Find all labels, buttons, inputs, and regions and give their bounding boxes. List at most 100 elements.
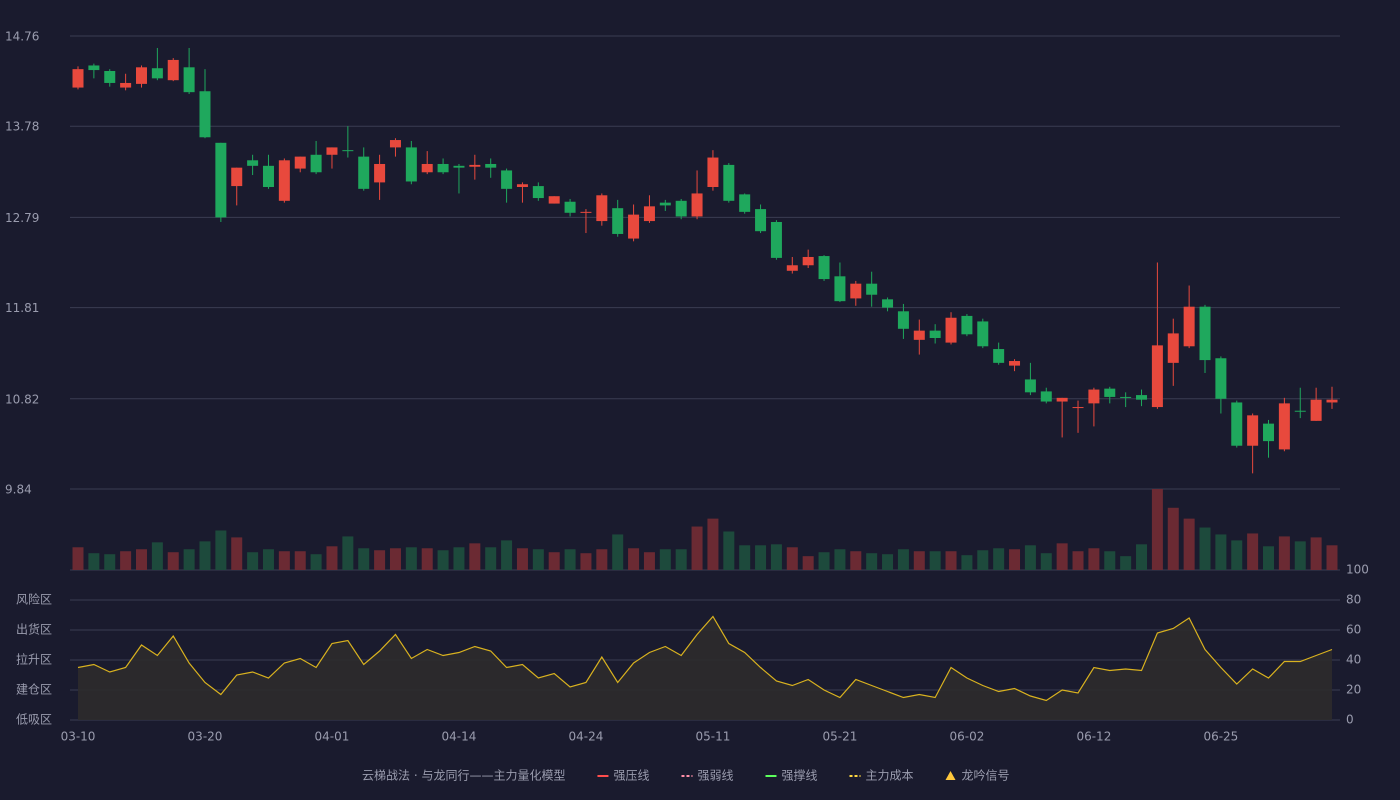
candle-body — [1263, 423, 1275, 442]
volume-bar — [1183, 518, 1195, 570]
volume-bar — [310, 554, 322, 570]
candle-body — [786, 265, 798, 271]
volume-bar — [612, 534, 624, 570]
candle-body — [1310, 399, 1322, 421]
volume-bar — [453, 547, 465, 570]
legend-label: 强压线 — [613, 769, 649, 783]
volume-bar — [516, 548, 528, 570]
candle-body — [1183, 306, 1195, 347]
candle-body — [1072, 407, 1084, 409]
volume-bar — [977, 550, 989, 570]
candle-body — [659, 202, 671, 206]
volume-bar — [548, 552, 560, 570]
candle-body — [374, 163, 386, 183]
volume-bar — [659, 549, 671, 570]
volume-bar — [342, 536, 354, 570]
volume-bar — [1231, 540, 1243, 570]
candle-body — [215, 142, 227, 218]
volume-bar — [326, 546, 338, 570]
volume-bar — [247, 552, 259, 570]
candle-body — [802, 256, 814, 266]
candle-body — [770, 221, 782, 258]
x-tick-label: 06-25 — [1203, 730, 1238, 744]
candle-body — [469, 164, 481, 167]
candle-body — [1136, 395, 1148, 400]
zone-label: 风险区 — [16, 592, 52, 607]
candle-body — [1199, 306, 1211, 361]
volume-bar — [389, 548, 401, 570]
candle-body — [421, 163, 433, 173]
candle-body — [342, 150, 354, 152]
volume-bar — [72, 547, 84, 570]
volume-bar — [1151, 489, 1163, 570]
y2-tick-label: 60 — [1346, 623, 1361, 637]
volume-bar — [675, 549, 687, 570]
x-tick-label: 04-01 — [315, 730, 350, 744]
candle-body — [310, 154, 322, 173]
y2-tick-label: 80 — [1346, 593, 1361, 607]
x-tick-label: 04-14 — [442, 730, 477, 744]
candle-body — [294, 156, 306, 169]
candle-body — [961, 315, 973, 335]
candle-body — [739, 194, 751, 212]
candle-body — [1024, 379, 1036, 393]
candle-body — [1120, 396, 1132, 398]
volume-bar — [1136, 544, 1148, 570]
volume-bar — [1215, 534, 1227, 570]
candle-body — [405, 147, 417, 182]
volume-bar — [961, 555, 973, 570]
volume-bar — [1120, 556, 1132, 570]
volume-bar — [104, 554, 116, 570]
candle-body — [612, 208, 624, 234]
volume-bar — [564, 549, 576, 570]
candle-body — [643, 206, 655, 222]
candle-body — [1167, 333, 1179, 363]
candle-body — [882, 299, 894, 308]
candle-body — [929, 330, 941, 338]
candle-body — [628, 214, 640, 239]
legend-label: 主力成本 — [866, 769, 914, 783]
candle-body — [866, 283, 878, 295]
volume-bar — [866, 553, 878, 570]
volume-bar — [739, 545, 751, 570]
volume-bar — [183, 549, 195, 570]
x-tick-label: 06-02 — [949, 730, 984, 744]
candle-body — [1056, 397, 1068, 402]
volume-bar — [770, 544, 782, 570]
x-tick-label: 05-11 — [695, 730, 730, 744]
candle-body — [691, 193, 703, 217]
candle-body — [183, 67, 195, 93]
volume-bar — [1009, 549, 1021, 570]
candle-body — [1231, 402, 1243, 446]
candle-body — [993, 349, 1005, 363]
candle-body — [278, 160, 290, 201]
volume-bar — [929, 551, 941, 570]
volume-bar — [294, 551, 306, 570]
candle-body — [120, 82, 132, 88]
candle-body — [707, 157, 719, 187]
candle-body — [913, 330, 925, 340]
candle-body — [1294, 410, 1306, 412]
candle-body — [850, 283, 862, 299]
indicator-area — [78, 616, 1332, 720]
candle-body — [104, 70, 116, 83]
volume-bar — [1167, 507, 1179, 570]
volume-bar — [1294, 541, 1306, 570]
legend-marker — [945, 771, 956, 780]
volume-bar — [580, 553, 592, 570]
candle-body — [437, 163, 449, 173]
zone-label: 低吸区 — [16, 713, 52, 727]
volume-bar — [1072, 551, 1084, 570]
candle-body — [501, 170, 513, 189]
x-tick-label: 06-12 — [1076, 730, 1111, 744]
candle-body — [135, 67, 147, 84]
y-tick-label: 9.84 — [5, 483, 32, 497]
candle-body — [897, 311, 909, 329]
volume-bar — [723, 531, 735, 570]
candle-body — [564, 201, 576, 213]
legend-title: 云梯战法 · 与龙同行——主力量化模型 — [362, 769, 565, 783]
y2-tick-label: 20 — [1346, 683, 1361, 697]
volume-bar — [1040, 553, 1052, 570]
y2-tick-label: 100 — [1346, 563, 1369, 577]
volume-bar — [421, 548, 433, 570]
